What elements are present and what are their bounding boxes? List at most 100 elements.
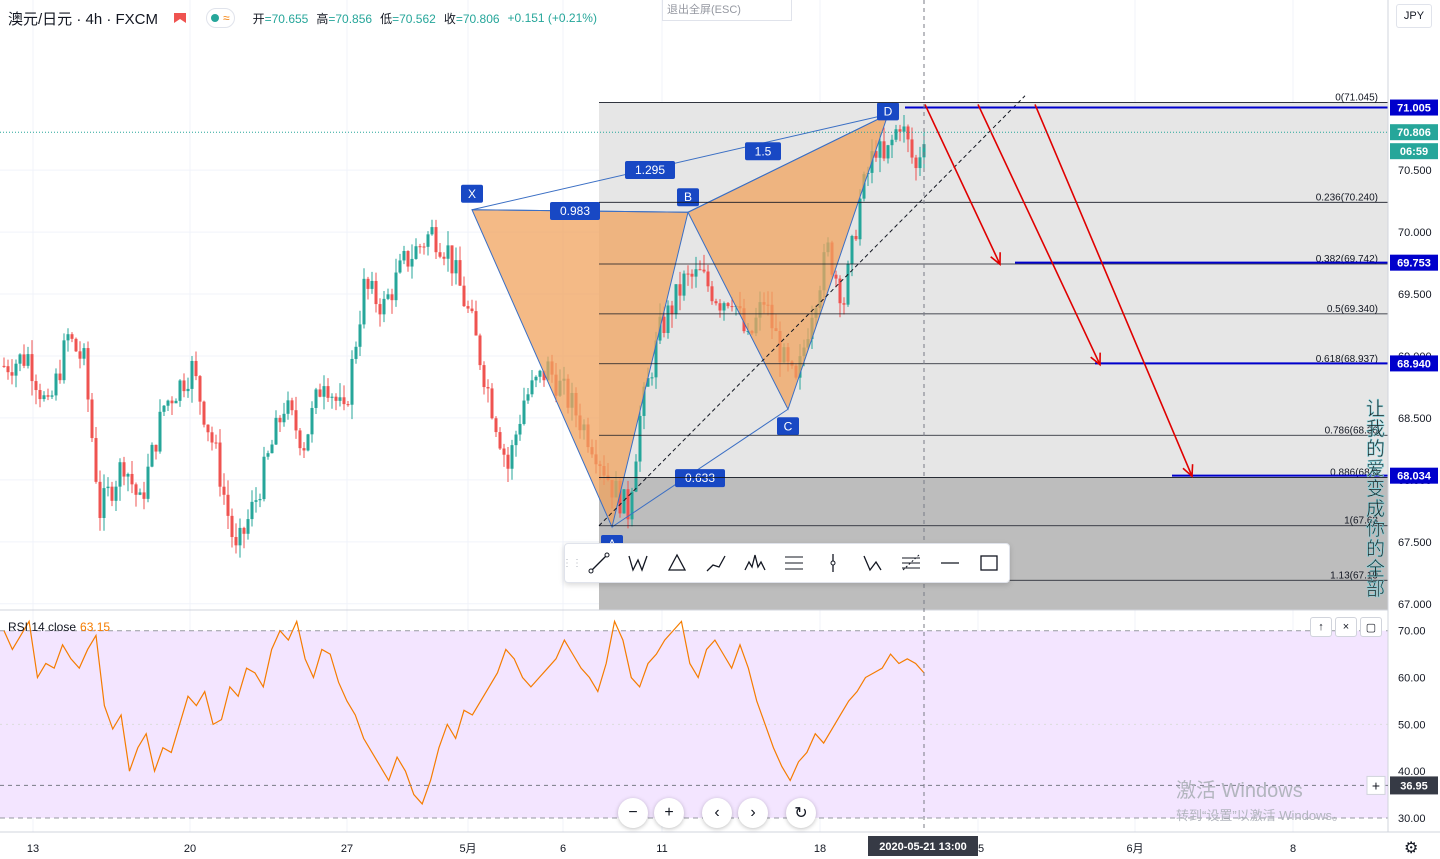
candle-body [430,227,434,235]
candle-body [182,380,186,392]
gear-icon[interactable]: ⚙ [1404,840,1419,857]
xabcd-pattern-tool-icon[interactable] [618,544,657,582]
candle-body [274,417,278,445]
currency-button[interactable]: JPY [1396,4,1432,28]
candle-body [646,378,650,387]
candle-body [330,396,334,398]
candle-body [382,298,386,315]
candle-body [178,380,182,401]
candle-body [146,466,150,499]
candle-body [254,500,258,502]
vertical-overlay-text: 让我的爱变成你的全部 [1366,399,1386,600]
candle-body [706,271,710,287]
price-tag-label: 68.034 [1397,471,1432,483]
price-tick-label: 70.000 [1398,227,1432,239]
candle-body [526,394,530,401]
candle-body [70,334,74,339]
pattern-label-text: D [884,104,893,118]
price-tag: 68.034 [1390,467,1438,484]
candle-body [842,303,846,305]
fib-retracement[interactable]: 0(71.045) 0.236(70.240) 0.382(69.742) 0.5(6… [598,93,1388,582]
vertical-line-tool-icon[interactable] [813,544,852,582]
triangle-tool-icon[interactable] [657,544,696,582]
candle-body [626,489,630,520]
abcd-tool-icon[interactable] [852,544,891,582]
candle-body [314,389,318,408]
zoom-in-button[interactable]: + [654,798,684,828]
candle-body [714,301,718,304]
time-tick-label: 18 [814,843,826,855]
trend-line-tool-icon[interactable] [579,544,618,582]
candle-body [470,308,474,312]
price-tag-bg [1390,99,1438,116]
ratio-label: 1.295 [625,161,675,180]
candle-body [398,260,402,273]
symbol-title[interactable]: 澳元/日元 · 4h · FXCM [8,10,159,28]
point-x-label: X [461,184,483,203]
head-shoulders-tool-icon[interactable] [735,544,774,582]
candle-body [74,338,78,352]
candle-body [710,286,714,302]
waves-icon: ≈ [223,11,230,25]
market-status-pill[interactable]: ≈ [206,8,235,28]
exit-fullscreen-hint[interactable]: 退出全屏(ESC) [662,0,792,21]
candle-body [462,285,466,307]
target-lines[interactable] [0,104,1388,478]
candle-body [390,294,394,301]
parallel-channel-tool-icon[interactable] [774,544,813,582]
candle-body [142,492,146,499]
reset-chart-button[interactable]: ↻ [786,798,816,828]
rectangle-tool-icon[interactable] [969,544,1008,582]
candle-body [426,234,430,247]
candle-body [290,400,294,411]
scroll-left-button[interactable]: ‹ [702,798,732,828]
fib-level-label: 0.5(69.340) [1327,304,1378,315]
flag-icon[interactable] [174,13,187,23]
candle-body [170,400,174,404]
candle-body [270,444,274,454]
time-tick-label: 5月 [459,843,476,855]
candle-body [466,306,470,309]
candle-body [518,423,522,435]
path-tool-icon[interactable] [696,544,735,582]
drag-handle-icon[interactable]: ⋮⋮ [562,557,582,569]
candle-body [214,442,218,444]
zoom-out-button[interactable]: − [618,798,648,828]
pattern-label-bg [745,142,781,161]
pattern-label-text: 1.295 [635,163,665,177]
crosshair-value-tag: 36.95 [1390,776,1438,795]
price-tag: 70.806 [1390,124,1438,141]
candle-body [650,377,654,379]
maximize-icon[interactable]: ▢ [1360,617,1382,637]
fib-retracement-tool-icon[interactable] [891,544,930,582]
move-up-icon[interactable]: ↑ [1310,617,1332,637]
close-icon[interactable]: × [1335,617,1357,637]
candle-body [98,481,102,518]
candle-body [898,129,902,132]
candle-body [350,358,354,405]
candle-body [438,252,442,257]
pattern-label-bg [677,188,699,207]
pattern-label-bg [675,469,725,488]
candle-body [886,145,890,159]
windows-activation-watermark: 激活 Windows 转到“设置”以激活 Windows。 [1176,780,1346,823]
candle-body [366,278,370,289]
candle-body [490,388,494,419]
candle-body [878,141,882,158]
price-tick-label: 68.500 [1398,413,1432,425]
candle-body [346,404,350,406]
time-tick-label: 11 [656,843,667,855]
time-tick-label: 20 [184,843,196,855]
candle-body [306,434,310,451]
candle-body [310,407,314,435]
scroll-right-button[interactable]: › [738,798,768,828]
candle-body [230,515,234,538]
candle-body [118,462,122,487]
rsi-tick-label: 60.00 [1398,673,1426,685]
horizontal-line-tool-icon[interactable] [930,544,969,582]
candle-body [154,444,158,452]
candle-body [58,373,62,381]
candle-body [918,157,922,169]
